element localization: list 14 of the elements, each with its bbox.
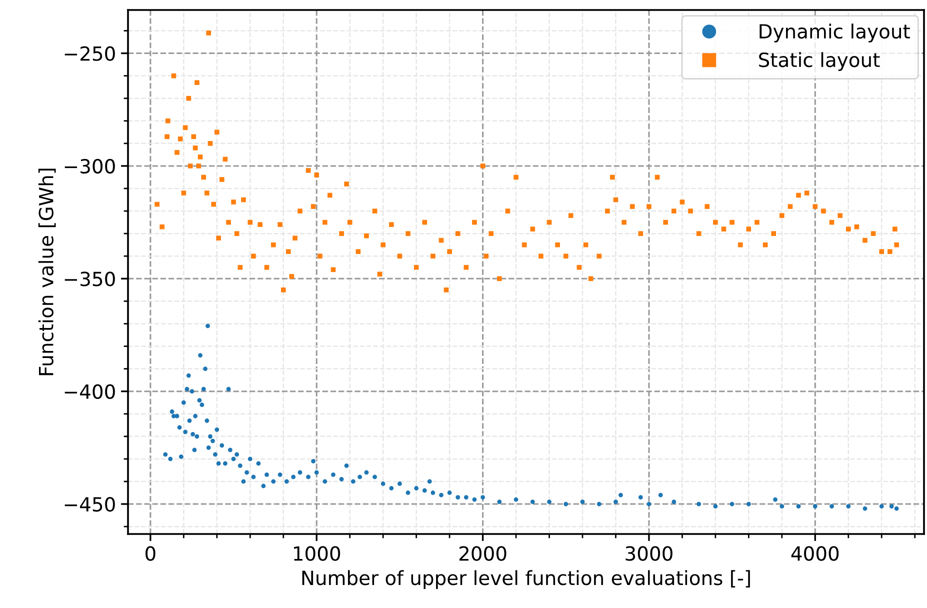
y-tick-label: −400 <box>64 384 115 399</box>
y-tick-label: −350 <box>64 272 115 286</box>
legend-label: Static layout <box>759 52 880 71</box>
x-axis-title: Number of upper level function evaluations [-] <box>302 570 750 589</box>
x-tick-label: 2000 <box>459 546 506 561</box>
x-tick-label: 4000 <box>791 546 839 561</box>
y-tick-label: −250 <box>64 46 115 61</box>
y-tick-label: −300 <box>64 158 115 174</box>
y-tick-label: −450 <box>64 496 115 512</box>
y-axis-title: Function value [GWh] <box>38 168 56 376</box>
x-tick-label: 0 <box>146 546 156 561</box>
legend-label: Dynamic layout <box>760 24 910 42</box>
x-tick-label: 1000 <box>294 546 340 561</box>
x-tick-label: 3000 <box>626 546 672 561</box>
